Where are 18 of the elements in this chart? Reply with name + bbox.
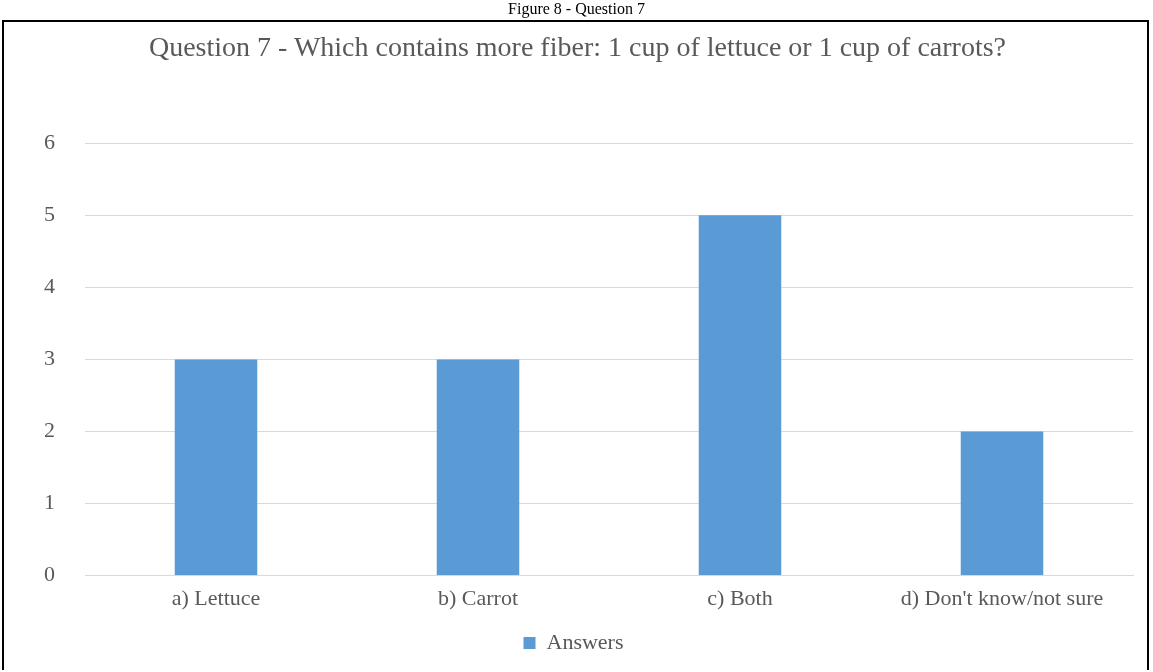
caption: Figure 8 - Question 7 bbox=[507, 0, 646, 18]
y-tick-label: 0 bbox=[44, 561, 55, 587]
chart-title: Question 7 - Which contains more fiber: 1 cup of lettuce or 1 cup of carrots? bbox=[147, 30, 1008, 64]
y-tick-label: 1 bbox=[44, 489, 55, 515]
bar bbox=[174, 359, 258, 576]
x-tick-label: d) Don't know/not sure bbox=[900, 584, 1104, 610]
y-tick-label: 3 bbox=[44, 345, 55, 371]
y-tick-label: 6 bbox=[44, 128, 55, 154]
y-tick-label: 2 bbox=[44, 417, 55, 443]
y-tick-label: 4 bbox=[44, 273, 55, 299]
y-tick-label: 5 bbox=[44, 201, 55, 227]
bar bbox=[960, 431, 1044, 576]
bar bbox=[436, 359, 520, 576]
x-tick-label: c) Both bbox=[707, 584, 773, 610]
x-tick-label: a) Lettuce bbox=[171, 584, 261, 610]
legend-label: Answers bbox=[546, 628, 624, 654]
x-tick-label: b) Carrot bbox=[437, 584, 519, 610]
bar bbox=[698, 215, 782, 576]
